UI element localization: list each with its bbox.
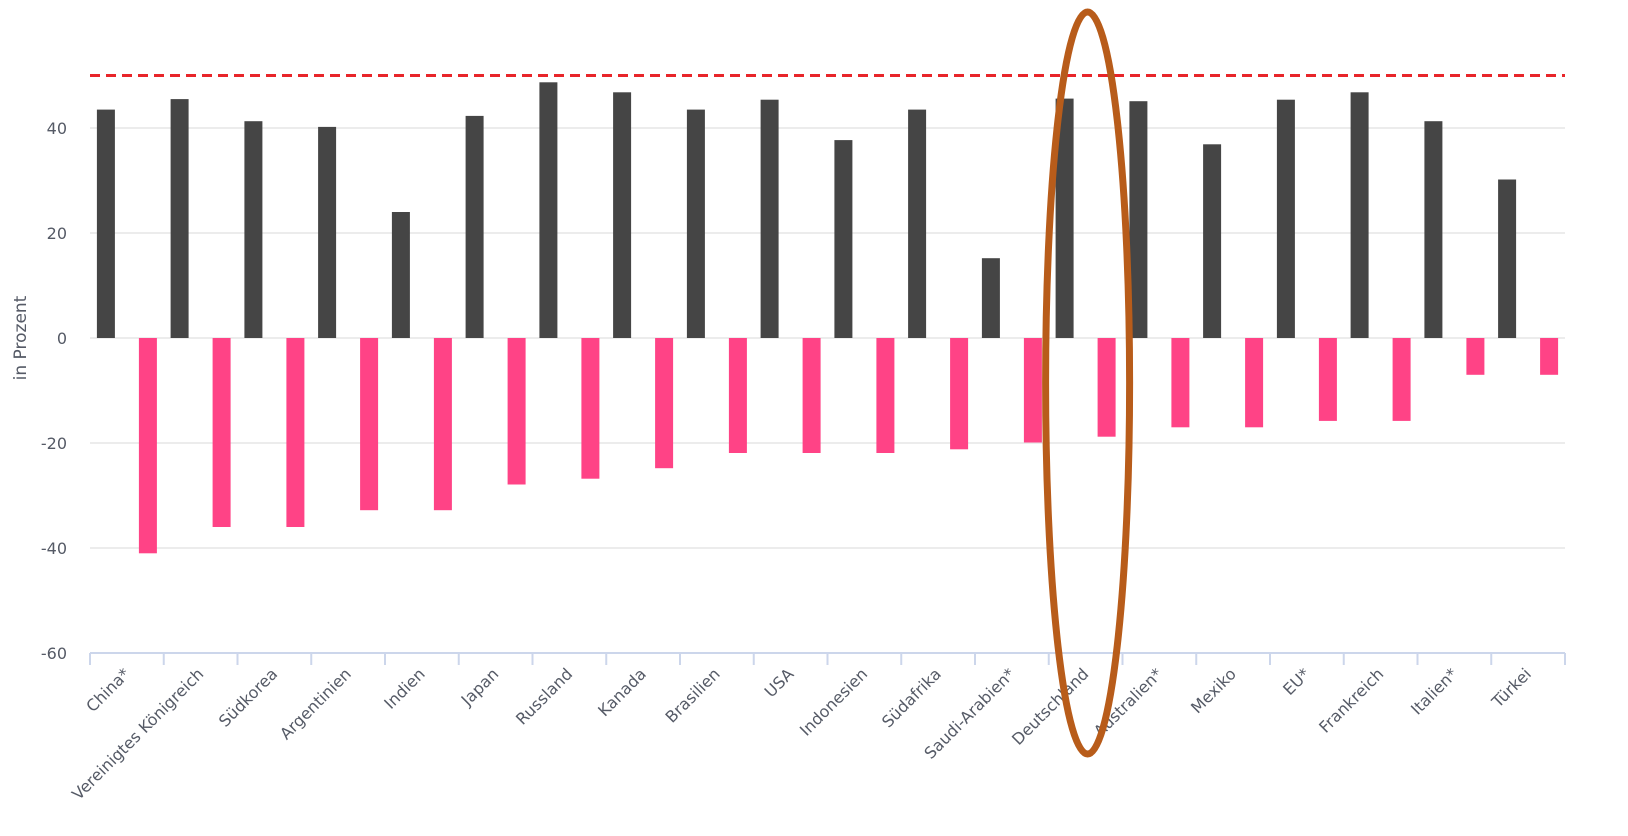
bar-positive: [465, 115, 484, 339]
x-category-label: Deutschland: [1008, 664, 1092, 748]
y-tick-label: 20: [47, 224, 67, 243]
bar-negative: [802, 338, 821, 453]
bar-negative: [286, 338, 305, 527]
x-category-label: Kanada: [594, 664, 650, 720]
bar-positive: [1055, 98, 1074, 338]
x-category-label: China*: [82, 664, 133, 715]
y-tick-label: -20: [41, 434, 67, 453]
bar-positive: [539, 82, 558, 338]
y-tick-label: 0: [57, 329, 67, 348]
bar-negative: [581, 338, 600, 479]
x-category-label: Frankreich: [1315, 664, 1387, 736]
bar-negative: [655, 338, 674, 469]
bar-positive: [1498, 179, 1517, 338]
bar-negative: [950, 338, 969, 450]
y-tick-label: -40: [41, 539, 67, 558]
x-category-label: Italien*: [1407, 664, 1461, 718]
bar-positive: [391, 212, 410, 338]
bar-positive: [170, 99, 189, 338]
x-axis: [89, 652, 1566, 665]
bar-positive: [1203, 144, 1222, 338]
x-category-label: Russland: [512, 664, 576, 728]
gridlines: [90, 127, 1565, 549]
bar-negative: [212, 338, 231, 527]
bar-positive: [1276, 99, 1295, 338]
bar-negative: [1318, 338, 1337, 421]
bar-positive: [760, 99, 779, 338]
bars: [96, 82, 1559, 554]
x-category-label: Brasilien: [661, 664, 723, 726]
bar-negative: [1466, 338, 1485, 375]
bar-negative: [507, 338, 526, 485]
bar-negative: [360, 338, 379, 511]
bar-positive: [908, 109, 927, 338]
highlight-layer: [1042, 8, 1134, 758]
x-category-label: Argentinien: [276, 664, 355, 743]
x-category-label: Indonesien: [796, 664, 871, 739]
y-tick-label: 40: [47, 119, 67, 138]
bar-negative: [1392, 338, 1411, 421]
x-category-label: Südkorea: [215, 664, 281, 730]
x-category-label: Indien: [380, 664, 428, 712]
x-category-label: Türkei: [1487, 664, 1535, 712]
bar-positive: [96, 109, 115, 338]
bar-positive: [1424, 121, 1443, 338]
highlight-ellipse: [1042, 8, 1134, 758]
bar-positive: [244, 121, 263, 338]
x-category-label: USA: [761, 664, 798, 701]
bar-negative: [1023, 338, 1042, 443]
bar-negative: [1540, 338, 1559, 375]
bar-negative: [1245, 338, 1264, 428]
y-tick-label: -60: [41, 644, 67, 663]
x-category-label: Mexiko: [1187, 664, 1240, 717]
bar-positive: [686, 109, 705, 338]
category-labels: China*Vereinigtes Königreich SüdkoreaArge…: [68, 664, 1535, 803]
x-category-label: Südafrika: [878, 664, 945, 731]
bar-positive: [981, 258, 1000, 338]
x-category-label: Japan: [457, 664, 503, 710]
y-axis-label: in Prozent: [11, 295, 31, 380]
bar-positive: [613, 92, 632, 338]
x-category-label: EU*: [1279, 664, 1314, 699]
y-axis-ticks: -60 -40 -20 0 20 40: [41, 119, 67, 663]
bar-positive: [1350, 92, 1369, 338]
bar-positive: [318, 126, 337, 339]
bar-negative: [433, 338, 452, 511]
bar-positive: [1129, 101, 1148, 338]
bar-negative: [1097, 338, 1116, 437]
bar-negative: [728, 338, 747, 453]
bar-positive: [834, 140, 853, 338]
x-category-label: Vereinigtes Königreich: [68, 664, 207, 803]
bar-negative: [138, 338, 157, 554]
bar-negative: [1171, 338, 1190, 428]
bar-negative: [876, 338, 895, 453]
